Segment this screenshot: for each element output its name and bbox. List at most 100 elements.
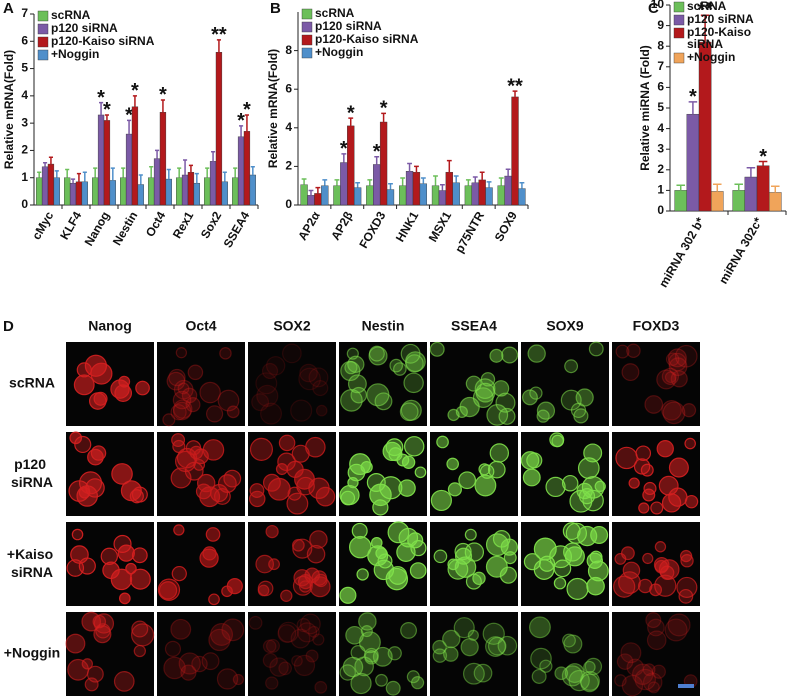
error-bar xyxy=(250,166,255,175)
cell xyxy=(650,501,664,515)
cell xyxy=(168,368,186,387)
cell xyxy=(312,380,329,397)
cell xyxy=(216,668,239,690)
cell xyxy=(93,625,112,644)
cell xyxy=(447,558,469,580)
error-bar xyxy=(479,171,485,180)
cell xyxy=(497,635,518,656)
error-bar xyxy=(453,175,459,183)
cell xyxy=(278,434,296,452)
cell xyxy=(642,488,656,502)
significance-mark: * xyxy=(103,99,111,121)
cell xyxy=(676,576,698,598)
error-bar xyxy=(315,186,321,194)
significance-mark: * xyxy=(373,141,381,163)
cell xyxy=(638,502,650,514)
cell xyxy=(644,395,664,414)
cell xyxy=(340,389,363,412)
micrograph xyxy=(612,612,700,697)
significance-mark: * xyxy=(237,110,245,132)
bar xyxy=(431,185,440,206)
bar xyxy=(159,112,167,206)
cell xyxy=(265,638,280,653)
bar xyxy=(518,188,526,206)
cell xyxy=(487,636,507,656)
cell xyxy=(647,618,665,637)
cell xyxy=(579,670,600,691)
cell xyxy=(523,553,542,571)
bar xyxy=(497,185,505,206)
bar xyxy=(438,190,447,206)
bar xyxy=(243,131,251,206)
legend-label: +Noggin xyxy=(315,45,363,59)
bar xyxy=(340,162,348,206)
error-bar xyxy=(505,168,511,177)
cell xyxy=(654,559,669,574)
cell xyxy=(261,362,279,380)
cell xyxy=(400,399,422,421)
y-axis-title: Relative mRNA(Fold) xyxy=(266,49,280,168)
cell xyxy=(189,445,204,460)
cell xyxy=(379,476,403,500)
error-bar xyxy=(688,101,698,115)
cell xyxy=(649,583,663,597)
cell xyxy=(626,658,644,677)
cell xyxy=(526,452,543,469)
bar xyxy=(732,190,746,212)
cell xyxy=(90,362,113,385)
micrograph-background xyxy=(248,612,336,696)
cell xyxy=(293,654,316,677)
cell xyxy=(315,404,328,417)
cell xyxy=(187,364,204,381)
micrograph xyxy=(339,521,427,606)
cell xyxy=(409,562,427,579)
cell xyxy=(642,672,663,692)
cell xyxy=(255,372,278,395)
error-bar xyxy=(155,149,160,159)
cell xyxy=(594,480,606,493)
cell xyxy=(265,524,279,539)
micrograph xyxy=(248,432,336,516)
cell xyxy=(202,546,217,561)
significance-mark: * xyxy=(97,87,105,109)
bar xyxy=(137,184,144,206)
y-tick-label: 6 xyxy=(21,33,28,47)
legend-label: scRNA xyxy=(687,0,727,13)
cell xyxy=(290,628,311,649)
cell xyxy=(286,492,309,515)
legend-label: scRNA xyxy=(51,8,91,22)
legend-label: +Noggin xyxy=(687,50,735,64)
micrograph xyxy=(612,432,700,516)
cell xyxy=(562,633,576,648)
cell xyxy=(210,622,234,646)
cell xyxy=(615,344,630,359)
bar xyxy=(109,180,116,206)
legend-label: scRNA xyxy=(315,6,355,20)
bar xyxy=(452,182,460,206)
cell xyxy=(631,663,654,686)
cell xyxy=(533,559,555,580)
bar xyxy=(379,121,388,206)
error-bar xyxy=(205,167,210,178)
cell xyxy=(563,542,583,562)
row-label: p120 siRNA xyxy=(11,456,53,490)
error-bar xyxy=(149,166,154,178)
micrograph xyxy=(339,612,427,696)
significance-mark: * xyxy=(689,86,697,108)
y-tick-label: 5 xyxy=(21,61,28,75)
cell xyxy=(249,490,266,508)
cell xyxy=(406,670,420,684)
bar xyxy=(47,163,55,206)
cell xyxy=(177,382,190,395)
cell xyxy=(473,663,493,683)
cell xyxy=(684,437,696,450)
cell xyxy=(226,405,240,419)
micrograph-background xyxy=(612,612,700,696)
micrograph xyxy=(339,342,427,426)
cell xyxy=(69,431,83,445)
cell xyxy=(614,552,627,565)
cell xyxy=(265,356,286,376)
error-bar xyxy=(54,170,59,178)
bar xyxy=(215,52,223,206)
cell xyxy=(209,484,229,503)
